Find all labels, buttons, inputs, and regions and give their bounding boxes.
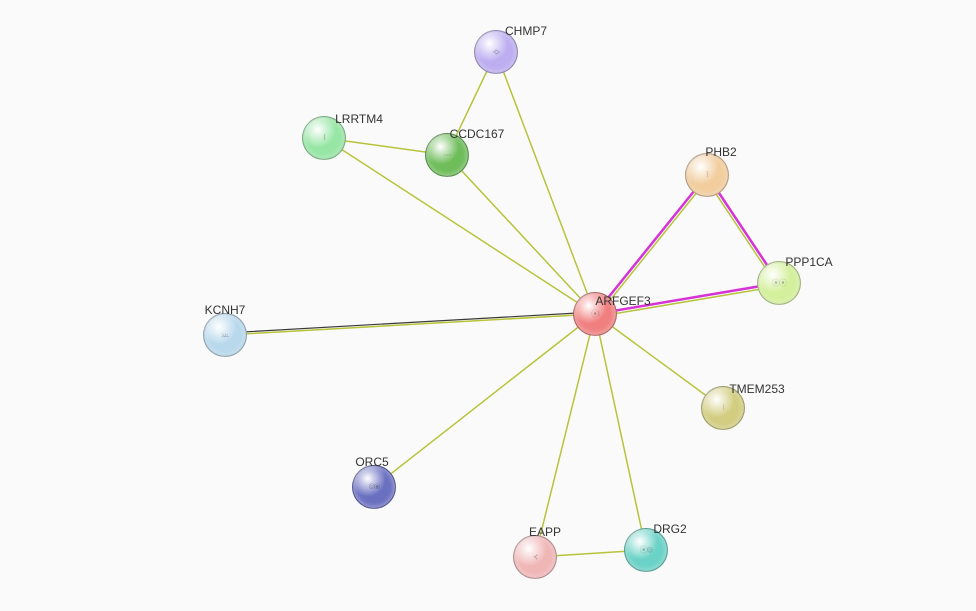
node-structure-glyph: ⦙⦚ [706, 170, 707, 180]
network-graph [0, 0, 976, 611]
edge-ARFGEF3-DRG2 [595, 314, 646, 550]
node-label-DRG2: DRG2 [653, 522, 686, 536]
edge-ARFGEF3-TMEM253 [595, 314, 723, 408]
edge-ARFGEF3-ORC5 [374, 314, 595, 487]
node-label-EAPP: EAPP [529, 525, 561, 539]
node-EAPP[interactable]: ⦓ [513, 535, 557, 579]
node-PHB2[interactable]: ⦙⦚ [685, 153, 729, 197]
edge-ARFGEF3-CCDC167 [447, 155, 595, 314]
node-structure-glyph: ⦿⦾ [640, 545, 652, 556]
node-structure-glyph: ⦾⦿ [369, 482, 380, 492]
node-label-ORC5: ORC5 [355, 455, 388, 469]
node-label-PHB2: PHB2 [705, 145, 736, 159]
node-ORC5[interactable]: ⦾⦿ [352, 465, 396, 509]
node-structure-glyph: ⦚⦚ [323, 133, 324, 143]
node-label-ARFGEF3: ARFGEF3 [595, 294, 650, 308]
edge-ARFGEF3-KCNH7 [225, 314, 595, 335]
node-structure-glyph: ⦿⦚ [591, 309, 599, 320]
node-structure-glyph: ⦓⦔ [492, 47, 499, 57]
node-KCNH7[interactable]: ⦛⦜ [203, 313, 247, 357]
edge-ARFGEF3-EAPP [535, 314, 595, 557]
node-label-KCNH7: KCNH7 [205, 303, 246, 317]
node-label-PPP1CA: PPP1CA [785, 255, 832, 269]
node-label-TMEM253: TMEM253 [729, 382, 784, 396]
edge-ARFGEF3-KCNH7 [225, 312, 595, 333]
node-structure-glyph: ⦛⦜ [221, 330, 228, 340]
node-label-CCDC167: CCDC167 [450, 127, 505, 141]
node-structure-glyph: ⦿⦿ [772, 278, 786, 289]
edge-ARFGEF3-CHMP7 [496, 52, 595, 314]
node-label-CHMP7: CHMP7 [505, 24, 547, 38]
node-structure-glyph: ····· [443, 151, 451, 160]
node-label-LRRTM4: LRRTM4 [335, 112, 383, 126]
node-structure-glyph: ⦓ [533, 552, 537, 562]
node-structure-glyph: ⦚ [723, 403, 724, 413]
